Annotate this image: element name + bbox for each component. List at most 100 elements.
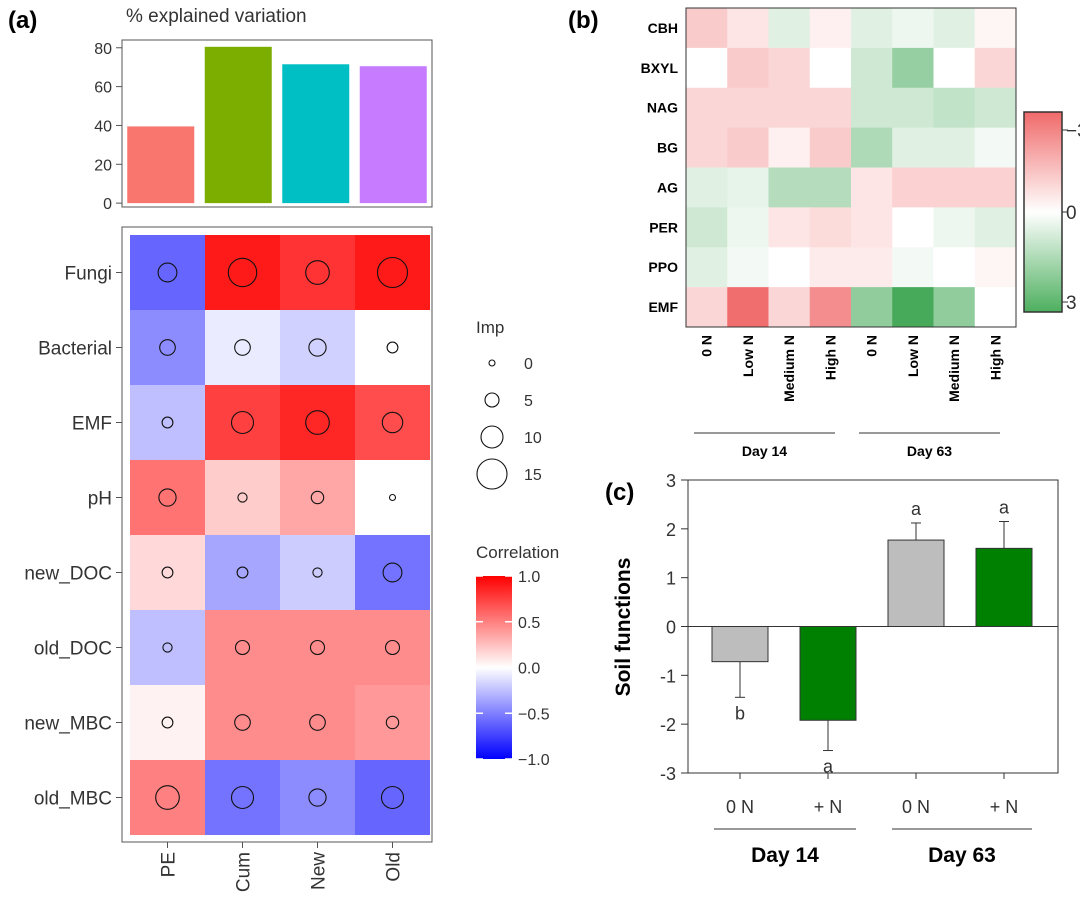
c-bar [975,547,1033,627]
b-col-label: 0 N [864,335,880,357]
b-cell-ppo [933,247,976,288]
b-cell-nag [686,87,728,129]
b-cell-bxyl [768,47,811,89]
c-xtick-label: + N [990,797,1019,817]
heat-cell-fungi-new [280,235,355,310]
c-y-label: Soil functions [612,558,635,697]
b-row-label: BG [657,140,678,156]
b-cell-ppo [768,247,811,288]
b-cell-per [892,207,934,248]
importance-circle [308,788,327,807]
explained-variation-bar-old [359,66,427,204]
heat-row-label: Bacterial [38,339,112,360]
b-cell-bg [809,127,852,168]
b-row-label: NAG [647,100,678,116]
heat-cell-old_doc-old [355,610,430,685]
c-group-label: Day 14 [751,844,819,867]
b-row-label: EMF [648,299,678,315]
heat-cell-old_mbc-old [355,760,430,835]
b-cell-nag [809,87,852,129]
c-ytick-label: -3 [660,764,676,784]
importance-circle [382,562,403,583]
heat-cell-bacterial-pe [130,310,205,385]
b-cell-per [933,207,976,248]
importance-circle [305,410,330,435]
b-cell-bg [727,127,769,168]
b-cell-bg [933,127,976,168]
b-cell-nag [727,87,769,129]
heat-cell-bacterial-cum [205,310,280,385]
b-cell-bg [851,127,893,168]
b-cell-bg [974,127,1017,168]
b-cell-emf [851,287,893,328]
b-col-label: Medium N [781,335,797,402]
b-cell-nag [768,87,811,129]
heat-row-label: EMF [72,414,112,435]
b-color-legend: −3 0 3 [1023,111,1080,314]
size-legend-circle [488,359,496,367]
heat-cell-emf-cum [205,385,280,460]
b-cell-bxyl [974,47,1017,89]
b-cell-bxyl [809,47,852,89]
heat-cell-new_mbc-pe [130,685,205,760]
b-cell-cbh [851,8,893,49]
b-cell-per [686,207,728,248]
importance-circle [227,257,258,288]
b-cell-ag [974,167,1017,208]
b-row-label: BXYL [641,60,679,76]
heat-cell-ph-new [280,460,355,535]
c-ytick-label: -2 [660,715,676,735]
heat-cell-old_mbc-new [280,760,355,835]
b-col-label: Low N [740,335,756,377]
b-legend-label: 3 [1066,293,1077,314]
b-cell-ppo [809,247,852,288]
importance-circle [234,714,251,731]
heat-cell-new_mbc-old [355,685,430,760]
b-cell-bxyl [686,47,728,89]
b-cell-nag [892,87,934,129]
b-cell-per [809,207,852,248]
heat-cell-old_mbc-cum [205,760,280,835]
b-col-label: 0 N [699,335,715,357]
importance-circle [159,339,176,356]
importance-circle [386,341,399,354]
b-cell-ag [851,167,893,208]
heat-cell-new_doc-cum [205,535,280,610]
b-cell-bxyl [851,47,893,89]
c-ytick-label: 1 [666,569,676,589]
color-legend-label: −1.0 [518,752,550,769]
importance-circle [236,566,249,579]
b-color-bar [1023,111,1063,313]
importance-circle [161,566,174,579]
importance-circle [162,642,173,653]
b-col-label: Medium N [946,335,962,402]
size-legend-circle [484,392,500,408]
b-legend-label: −3 [1066,121,1080,142]
importance-circle [309,714,326,731]
enzyme-heatmap: CBH BXYL NAG BG AG PER PPO EMF 0 N Low N Medium N… [641,7,1080,459]
soil-functions-chart: Soil functions 3 2 1 0 -1 -2 -3 b 0 N a + N a 0 N a +… [612,471,1059,867]
b-cell-ppo [686,247,728,288]
b-cell-per [851,207,893,248]
b-heatmap-frame [685,7,1017,328]
b-cell-cbh [727,8,769,49]
heat-row-label: old_MBC [34,789,112,810]
c-ytick-label: 0 [666,618,676,638]
b-cell-ppo [727,247,769,288]
size-legend-circle [476,458,508,490]
b-cell-cbh [892,8,934,49]
b-col-label: High N [822,335,838,380]
heat-cell-fungi-cum [205,235,280,310]
heat-col-label: Old [384,852,405,882]
explained-variation-title: % explained variation [126,6,307,27]
heat-cell-old_doc-pe [130,610,205,685]
importance-circle [161,416,174,429]
b-row-label: CBH [648,20,678,36]
c-bar [711,626,769,663]
size-legend-label: 0 [524,356,533,373]
c-significance-letter: a [823,757,834,777]
importance-circle [384,639,401,656]
heat-cell-emf-pe [130,385,205,460]
b-group-label: Day 63 [907,443,952,459]
color-legend-label: 0.0 [518,661,540,678]
